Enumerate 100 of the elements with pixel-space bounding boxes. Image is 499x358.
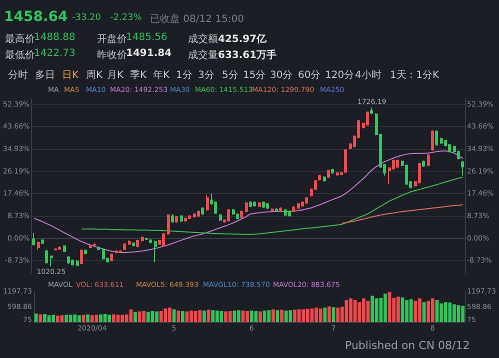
candlestick [422, 160, 425, 168]
candlestick [167, 214, 170, 236]
candlestick [370, 107, 373, 115]
candlestick [366, 111, 369, 126]
bar [159, 311, 163, 322]
bar [202, 310, 206, 322]
candlestick [197, 210, 200, 218]
candlestick [102, 248, 105, 260]
text: 5分 [222, 69, 238, 82]
text: Published on CN 08/12 [345, 339, 470, 352]
bar [272, 309, 275, 322]
bar [241, 310, 245, 322]
text: 成交额 [188, 32, 218, 46]
candlestick [110, 253, 113, 262]
bar [422, 302, 426, 322]
candlestick [323, 176, 326, 182]
candlestick [431, 130, 434, 152]
candlestick [58, 246, 61, 250]
bar [180, 311, 184, 322]
candlestick [193, 212, 196, 218]
bar [38, 314, 42, 322]
candlestick [457, 150, 460, 160]
text: 1天 : 1分K [390, 69, 440, 82]
bar [353, 300, 357, 322]
bar [461, 306, 465, 322]
bar [155, 311, 158, 322]
candlestick [145, 237, 148, 241]
candlestick [71, 259, 74, 266]
bar [34, 314, 38, 322]
bar [52, 314, 56, 322]
candlestick [318, 174, 321, 182]
candlestick [154, 240, 157, 263]
candlestick [37, 240, 40, 250]
candlestick [253, 200, 256, 208]
candlestick [461, 160, 464, 176]
candlestick [240, 210, 243, 219]
candlestick [418, 162, 421, 184]
bar [86, 314, 90, 322]
bar [328, 306, 331, 322]
candlestick [132, 242, 135, 247]
bar [232, 310, 236, 322]
candlestick [119, 250, 122, 254]
bar [246, 311, 249, 322]
candlestick [275, 208, 278, 212]
candlestick [80, 248, 83, 265]
candlestick [292, 206, 295, 213]
line-series [341, 204, 464, 224]
bar [444, 302, 448, 322]
text: 15分 [243, 69, 266, 82]
bar [370, 296, 374, 322]
candlestick [128, 240, 131, 246]
bar [211, 310, 215, 322]
bar [73, 314, 77, 322]
text: 1458.64 [4, 9, 68, 25]
text: 年K [153, 69, 170, 82]
bar [194, 311, 198, 322]
bar [142, 311, 146, 322]
bar [318, 308, 322, 322]
candlestick [184, 217, 187, 222]
text: 最高价 [5, 32, 35, 46]
bar [267, 310, 271, 322]
bar [228, 311, 232, 322]
bar [323, 308, 327, 322]
text: 1422.73 [34, 48, 76, 59]
candlestick [175, 216, 178, 224]
bar [448, 302, 452, 322]
candlestick [284, 208, 287, 216]
candlestick [201, 206, 204, 216]
text: 日K [62, 69, 79, 82]
bar [358, 302, 362, 322]
bar [374, 298, 378, 322]
candlestick [54, 248, 57, 252]
bar [336, 308, 340, 322]
candlestick [50, 255, 53, 267]
candlestick [89, 244, 92, 249]
bar [332, 307, 336, 322]
bar [276, 310, 280, 322]
candlestick [448, 143, 451, 153]
candlestick [340, 172, 343, 176]
candlestick [41, 239, 44, 244]
text: 425.97亿 [218, 32, 267, 46]
candlestick [427, 154, 430, 167]
candlestick [440, 137, 443, 144]
candlestick [206, 194, 209, 212]
text: -2.23% [110, 13, 142, 23]
bar [43, 314, 46, 322]
candlestick [67, 256, 70, 264]
candlestick [405, 164, 408, 186]
candlestick [305, 196, 308, 204]
candlestick [336, 172, 339, 176]
candlestick [115, 250, 118, 254]
text: 多日 [35, 69, 55, 82]
candlestick [63, 244, 66, 253]
candlestick [249, 200, 252, 208]
bar [176, 310, 180, 322]
candlestick [331, 168, 334, 174]
bar [262, 310, 266, 322]
candlestick [279, 206, 282, 213]
candlestick [232, 208, 235, 216]
candlestick [93, 242, 96, 246]
